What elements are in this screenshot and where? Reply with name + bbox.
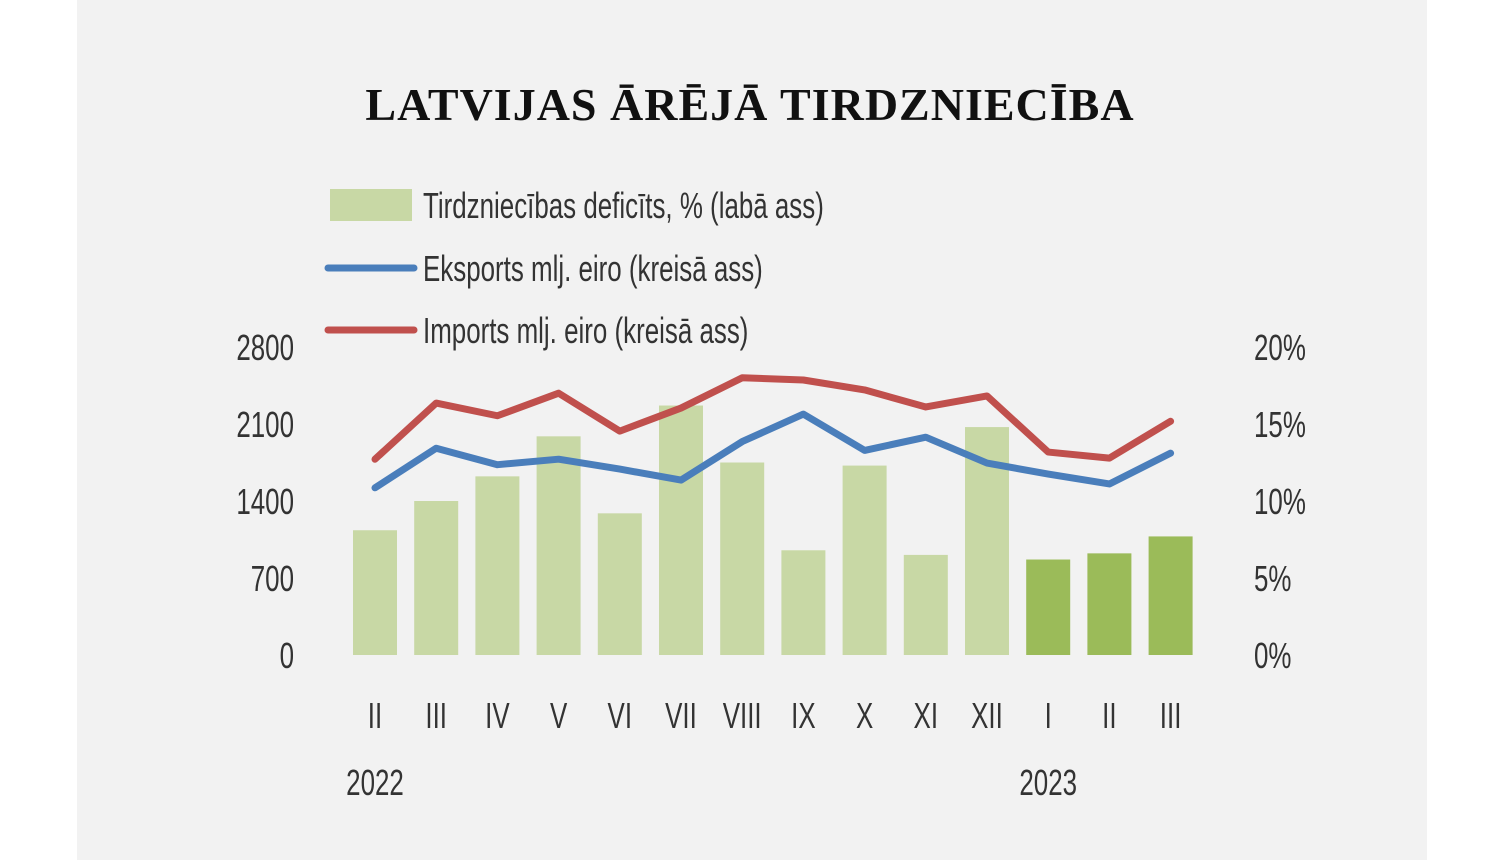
x-tick-label: III [1160, 696, 1182, 736]
import-line [371, 374, 1175, 463]
bar-I-11 [1026, 559, 1071, 655]
x-tick-label: VI [608, 696, 632, 736]
x-tick-label: VII [665, 696, 697, 736]
legend-swatch-deficit [330, 189, 412, 221]
x-tick-label: II [368, 696, 382, 736]
bar-II-12 [1087, 553, 1132, 655]
bar-VIII-6 [720, 462, 765, 655]
export-line [371, 410, 1175, 492]
bar-VI-4 [597, 513, 642, 655]
year-label: 2023 [1019, 763, 1077, 803]
left-tick-label: 2100 [236, 405, 294, 445]
x-tick-label: VIII [723, 696, 762, 736]
bar-IV-2 [475, 476, 520, 655]
x-tick-label: IV [485, 696, 510, 736]
legend-label: Imports mlj. eiro (kreisā ass) [423, 311, 748, 351]
bar-V-3 [536, 436, 581, 655]
x-tick-label: XII [971, 696, 1003, 736]
left-tick-label: 700 [251, 559, 294, 599]
x-tick-label: XI [914, 696, 938, 736]
chart-title: LATVIJAS ĀRĒJĀ TIRDZNIECĪBA [365, 79, 1135, 130]
x-tick-label: V [550, 696, 567, 736]
x-tick-label: I [1045, 696, 1052, 736]
x-tick-label: IX [791, 696, 816, 736]
x-tick-label: II [1102, 696, 1116, 736]
bar-II-0 [353, 530, 397, 655]
bar-X-8 [842, 465, 887, 655]
right-tick-label: 20% [1254, 328, 1306, 368]
legend-label: Tirdzniecības deficīts, % (labā ass) [423, 186, 824, 226]
x-tick-label: X [856, 696, 873, 736]
right-tick-label: 10% [1254, 482, 1306, 522]
bar-VII-5 [659, 405, 703, 655]
right-tick-label: 5% [1254, 559, 1291, 599]
right-tick-label: 0% [1254, 636, 1291, 676]
legend-label: Eksports mlj. eiro (kreisā ass) [423, 249, 763, 289]
bar-III-1 [414, 501, 459, 655]
bar-III-13 [1148, 536, 1193, 655]
left-tick-label: 0 [280, 636, 294, 676]
left-tick-label: 1400 [236, 482, 294, 522]
year-label: 2022 [346, 763, 404, 803]
right-tick-label: 15% [1254, 405, 1306, 445]
chart-panel [77, 0, 1427, 860]
bar-IX-7 [781, 550, 826, 655]
x-tick-label: III [425, 696, 447, 736]
bar-XI-9 [903, 554, 948, 655]
left-tick-label: 2800 [236, 328, 294, 368]
